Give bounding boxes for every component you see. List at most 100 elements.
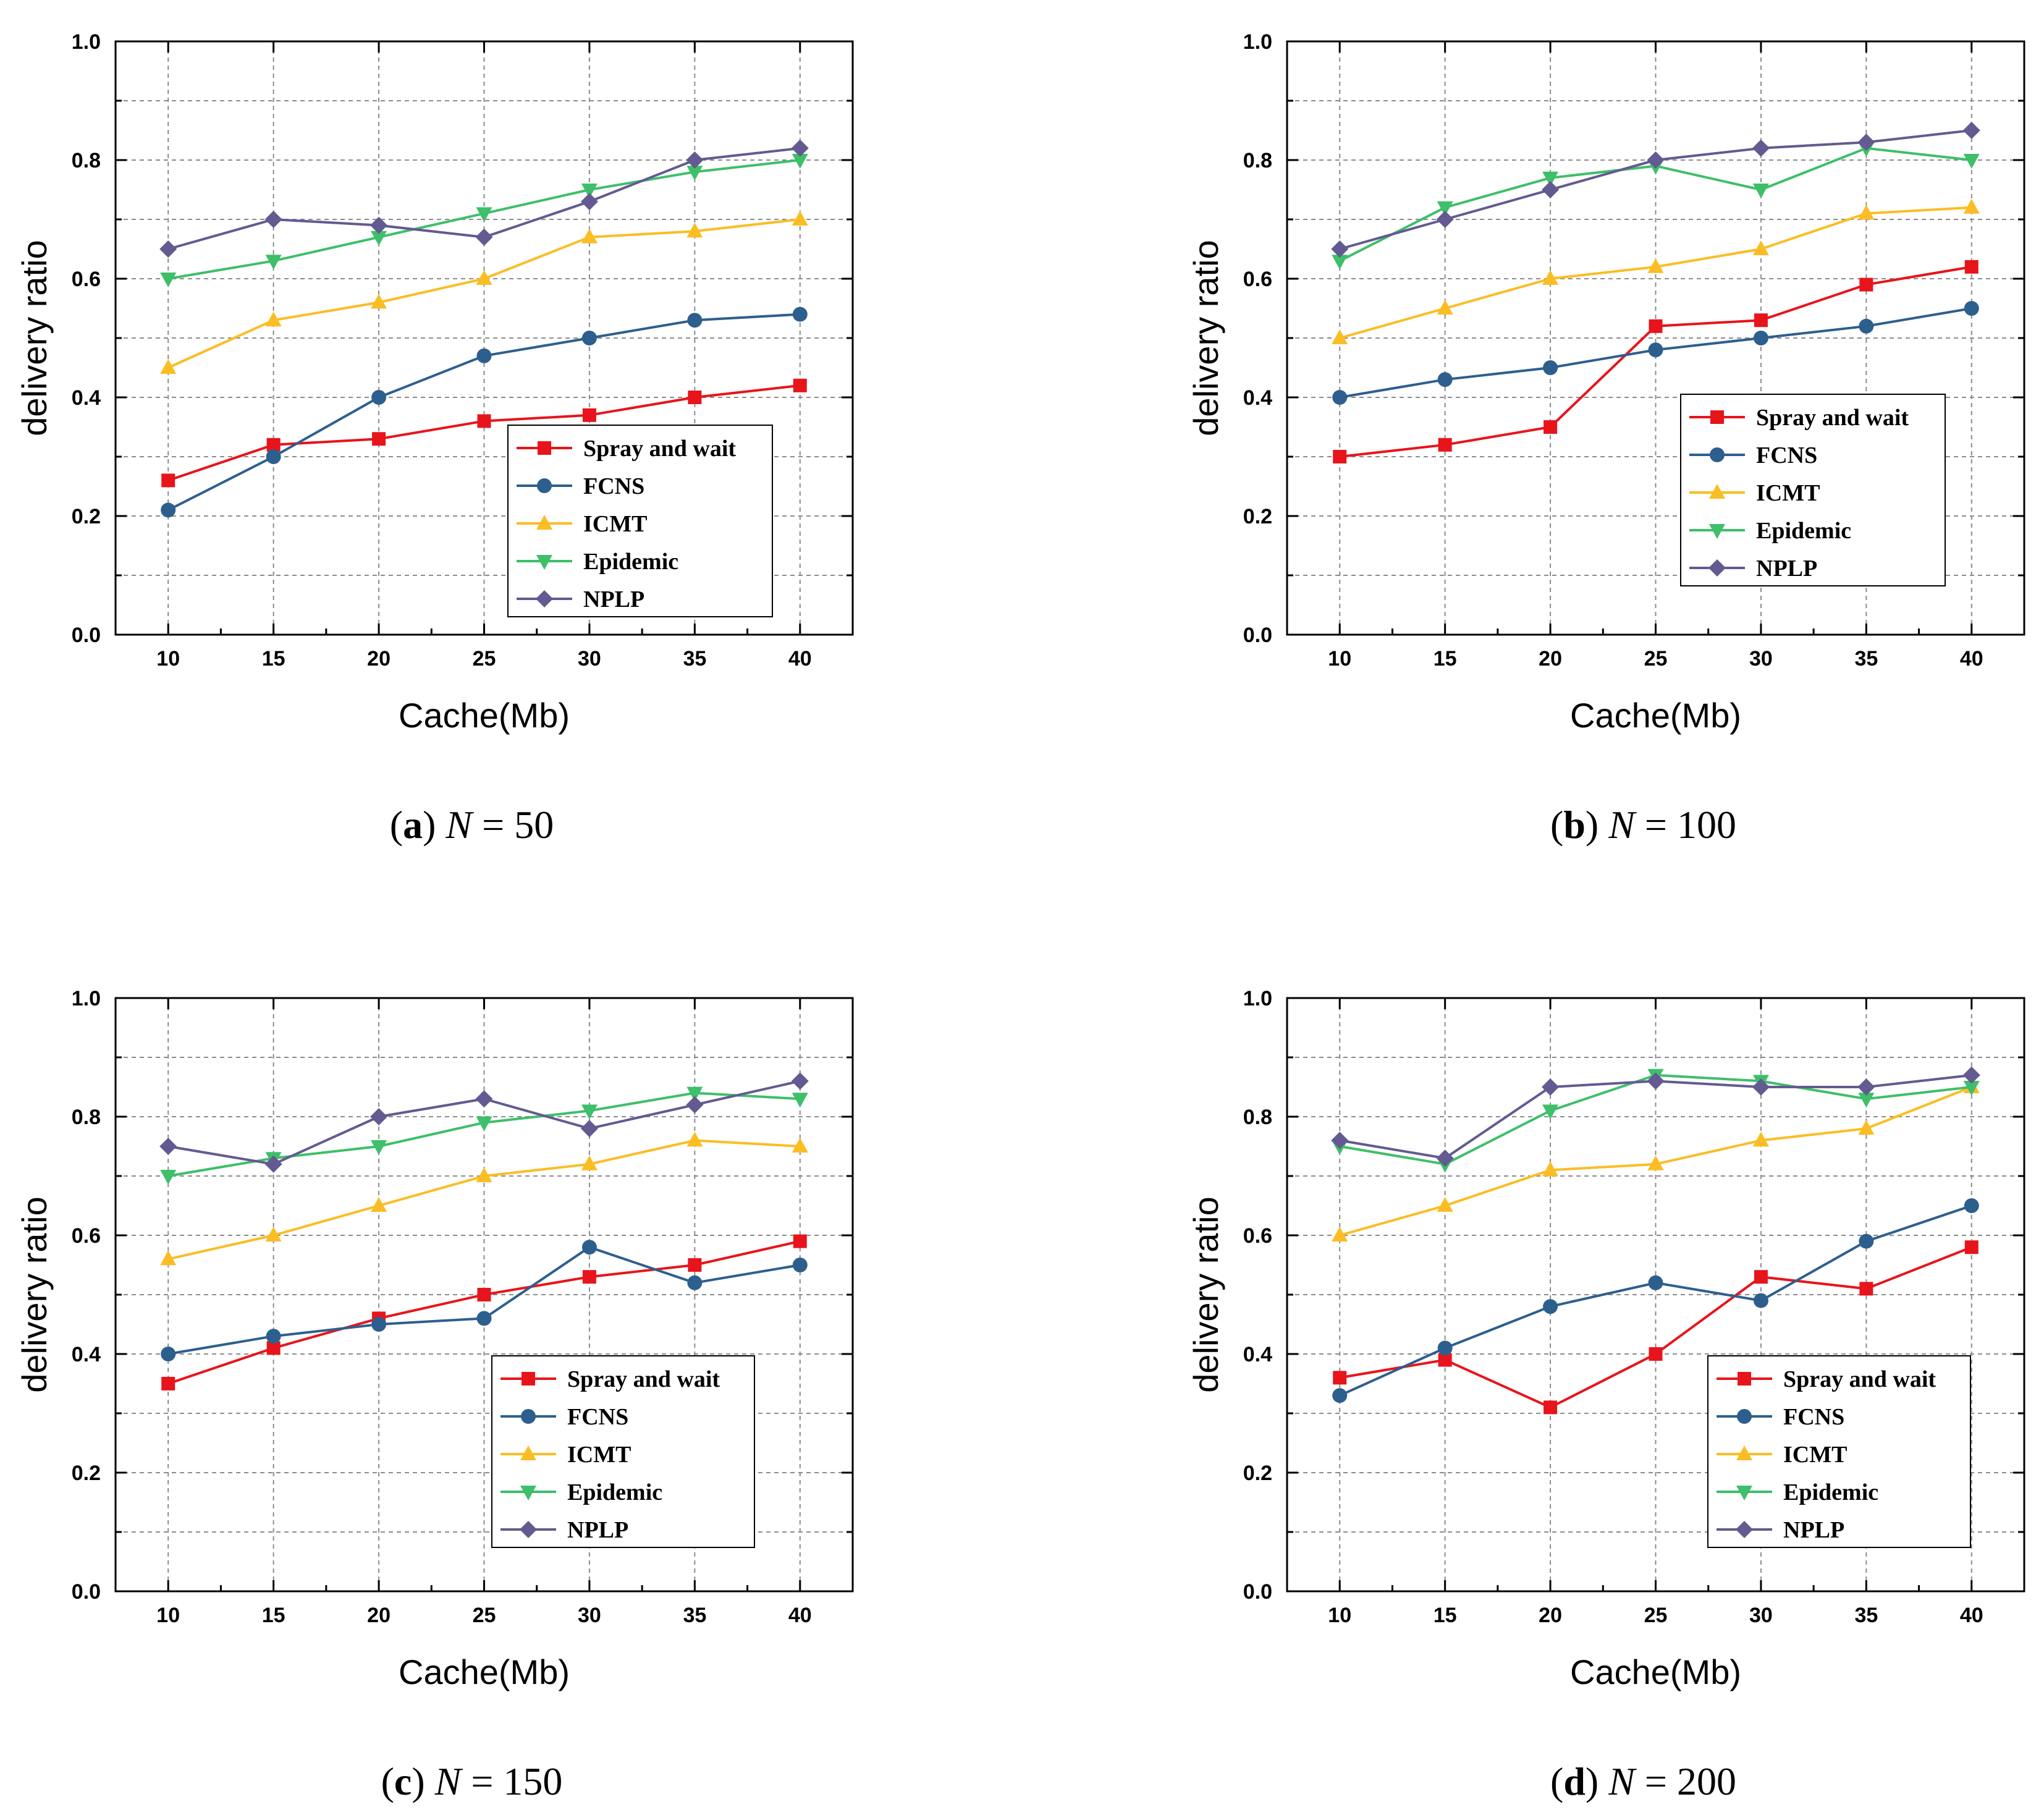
data-point-fcns <box>371 1317 387 1332</box>
x-tick-label: 40 <box>788 647 812 671</box>
legend: Spray and wait FCNS ICMT Epidemic NPLP <box>1707 1355 1971 1548</box>
data-point-icmt <box>1858 205 1875 220</box>
x-tick-label: 10 <box>156 647 180 671</box>
legend-marker-epidemic <box>536 555 552 570</box>
data-point-epidemic <box>792 154 808 169</box>
series-nplp <box>1331 1066 1980 1167</box>
legend-box <box>1707 1355 1971 1548</box>
data-point-spray-and-wait <box>1649 319 1663 333</box>
x-tick-label: 40 <box>788 1604 812 1627</box>
caption-letter: b <box>1563 803 1586 847</box>
x-tick-label: 25 <box>473 1604 496 1627</box>
y-tick-label: 0.4 <box>72 386 101 410</box>
panel-caption: (d) N = 200 <box>1550 1759 1736 1803</box>
data-point-nplp <box>1331 240 1349 258</box>
data-point-spray-and-wait <box>1964 260 1979 274</box>
x-tick-label: 25 <box>1644 1604 1668 1627</box>
legend-marker-spray-and-wait <box>1710 410 1724 424</box>
caption-space <box>472 803 482 847</box>
data-point-spray-and-wait <box>1754 1270 1768 1284</box>
data-point-nplp <box>1647 1072 1665 1090</box>
data-point-nplp <box>475 1090 493 1108</box>
data-point-fcns <box>1543 360 1558 375</box>
x-tick-label: 35 <box>1854 1604 1878 1627</box>
legend-box <box>491 1355 755 1548</box>
y-tick-label: 0.4 <box>1243 1343 1272 1366</box>
caption-space <box>461 1759 471 1803</box>
panel-caption: (b) N = 100 <box>1550 803 1736 847</box>
caption-letter: d <box>1563 1759 1586 1803</box>
y-tick-label: 0.0 <box>72 1580 101 1604</box>
legend-label-fcns: FCNS <box>1756 442 1817 468</box>
data-point-epidemic <box>1542 171 1559 187</box>
data-point-fcns <box>687 1275 703 1290</box>
caption-open-paren: ( <box>1550 803 1563 847</box>
data-point-icmt <box>1542 1161 1559 1177</box>
panel-caption: (a) N = 50 <box>390 803 554 847</box>
data-point-nplp <box>686 1096 704 1114</box>
y-tick-label: 1.0 <box>72 987 101 1010</box>
caption-equation: = 150 <box>471 1759 562 1803</box>
x-axis-title: Cache(Mb) <box>399 1652 570 1691</box>
data-point-fcns <box>1964 301 1979 316</box>
data-point-icmt <box>476 270 492 285</box>
data-point-fcns <box>161 502 176 518</box>
caption-space <box>1635 1759 1645 1803</box>
data-point-spray-and-wait <box>1438 438 1452 452</box>
axis-ticks <box>116 997 853 1593</box>
y-tick-label: 1.0 <box>72 30 101 54</box>
data-point-fcns <box>687 313 703 328</box>
legend-label-icmt: ICMT <box>567 1442 631 1468</box>
x-tick-label: 35 <box>1854 647 1878 671</box>
legend-label-icmt: ICMT <box>1783 1442 1847 1468</box>
data-point-icmt <box>160 359 177 374</box>
x-tick-label: 30 <box>1749 647 1773 671</box>
legend-label-fcns: FCNS <box>583 473 644 499</box>
chart-panel-d: 10 15 20 25 30 35 40 0.0 0.2 0.4 0.6 0.8 1.0 Cache(Mb… <box>1186 987 2025 1803</box>
data-point-epidemic <box>581 184 598 198</box>
y-tick-label: 0.0 <box>1243 624 1272 647</box>
chart-panel-b: 10 15 20 25 30 35 40 0.0 0.2 0.4 0.6 0.8 1.0 Cache(Mb… <box>1186 30 2025 847</box>
y-tick-label: 0.2 <box>72 1462 101 1485</box>
data-point-icmt <box>371 1197 387 1212</box>
x-tick-label: 40 <box>1960 1604 1983 1627</box>
data-point-epidemic <box>686 166 703 181</box>
legend-box <box>1680 394 1946 586</box>
series-spray-and-wait <box>1333 260 1979 463</box>
data-point-nplp <box>791 1072 809 1090</box>
data-point-icmt <box>792 211 808 226</box>
data-point-spray-and-wait <box>1649 1347 1663 1361</box>
series-fcns <box>161 1240 808 1361</box>
data-point-nplp <box>1436 1149 1454 1167</box>
series-epidemic <box>160 154 808 287</box>
series-icmt <box>1332 1078 1980 1242</box>
legend-label-nplp: NPLP <box>1756 556 1817 582</box>
x-tick-label: 30 <box>578 647 601 671</box>
caption-open-paren: ( <box>390 803 403 847</box>
y-tick-label: 0.8 <box>1243 149 1272 172</box>
x-tick-label: 35 <box>683 1604 706 1627</box>
series-nplp <box>1331 122 1980 258</box>
caption-equation: = 50 <box>482 803 554 847</box>
data-point-icmt <box>1752 1132 1769 1147</box>
data-point-spray-and-wait <box>1438 1353 1452 1367</box>
data-point-fcns <box>476 1311 492 1326</box>
data-point-icmt <box>686 222 703 238</box>
data-point-spray-and-wait <box>1333 1371 1347 1385</box>
data-point-epidemic <box>792 1093 808 1108</box>
axis-ticks <box>1287 40 2024 636</box>
data-point-spray-and-wait <box>372 432 386 446</box>
x-axis-title: Cache(Mb) <box>1570 696 1741 735</box>
y-axis-title: delivery ratio <box>1186 1196 1225 1392</box>
data-point-icmt <box>686 1132 703 1147</box>
data-point-icmt <box>371 294 387 309</box>
series-icmt <box>160 1132 808 1266</box>
data-point-spray-and-wait <box>793 378 807 392</box>
legend-label-spray-and-wait: Spray and wait <box>567 1366 720 1392</box>
y-tick-label: 0.8 <box>72 149 101 172</box>
data-point-nplp <box>791 139 809 157</box>
legend-label-spray-and-wait: Spray and wait <box>1783 1366 1936 1392</box>
data-point-epidemic <box>160 273 177 287</box>
y-tick-label: 0.4 <box>1243 386 1272 410</box>
series-spray-and-wait <box>161 1234 807 1390</box>
